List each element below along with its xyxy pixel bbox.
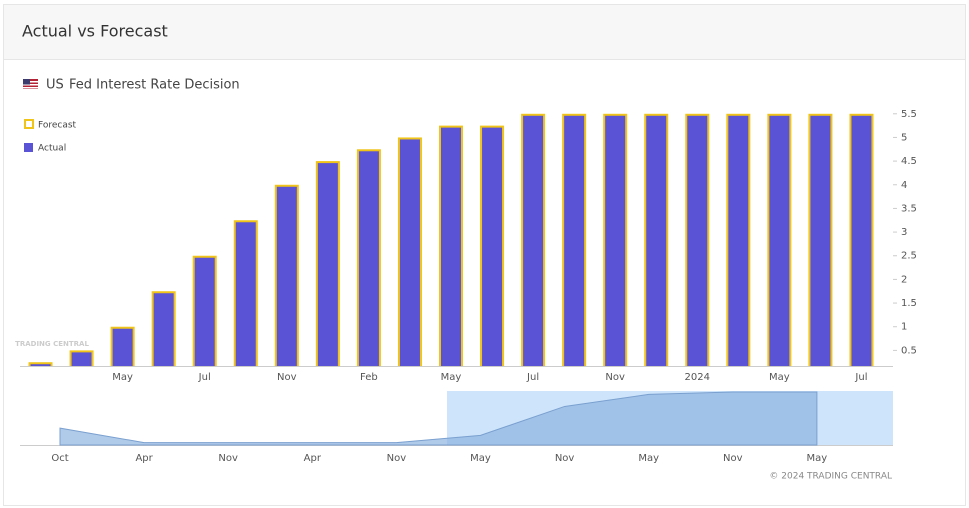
actual-bar <box>851 115 872 366</box>
watermark: TRADING CENTRAL <box>15 340 89 348</box>
header-title: Actual vs Forecast <box>22 22 168 41</box>
x-tick-label: Jul <box>198 372 211 383</box>
actual-bar <box>687 115 708 366</box>
y-tick-label: 4.5 <box>901 156 917 167</box>
x-tick-label: Nov <box>605 372 625 383</box>
actual-bar <box>112 328 133 366</box>
actual-bar <box>153 293 174 366</box>
legend-swatch <box>24 143 33 152</box>
x-tick-label: Feb <box>360 372 378 383</box>
nav-tick-label: May <box>470 453 491 464</box>
actual-bar <box>276 186 297 366</box>
nav-tick-label: Nov <box>723 453 743 464</box>
flag <box>23 79 38 89</box>
nav-tick-label: Nov <box>218 453 238 464</box>
actual-bar <box>769 115 790 366</box>
y-tick-label: 2.5 <box>901 251 917 262</box>
copyright: © 2024 TRADING CENTRAL <box>769 472 892 482</box>
header-bg <box>4 5 965 59</box>
actual-bar <box>71 352 92 366</box>
x-tick-label: Nov <box>277 372 297 383</box>
actual-bar <box>399 139 420 366</box>
y-tick-label: 5 <box>901 132 907 143</box>
nav-tick-label: Oct <box>51 453 68 464</box>
actual-bar <box>564 115 585 366</box>
actual-bar <box>358 151 379 366</box>
legend-label: Forecast <box>38 121 77 131</box>
x-tick-label: May <box>769 372 790 383</box>
y-tick-label: 5.5 <box>901 109 917 120</box>
actual-bar <box>317 163 338 366</box>
chart-title: Fed Interest Rate Decision <box>69 78 240 93</box>
x-tick-label: May <box>441 372 462 383</box>
y-tick-label: 1 <box>901 322 907 333</box>
legend-label: Actual <box>38 144 66 154</box>
nav-tick-label: Apr <box>135 453 153 464</box>
y-tick-label: 4 <box>901 180 907 191</box>
actual-bar <box>810 115 831 366</box>
y-tick-label: 3 <box>901 227 907 238</box>
nav-tick-label: Nov <box>555 453 575 464</box>
actual-bar <box>194 257 215 366</box>
nav-tick-label: Nov <box>387 453 407 464</box>
nav-tick-label: May <box>807 453 828 464</box>
x-tick-label: Jul <box>854 372 867 383</box>
y-tick-label: 1.5 <box>901 298 917 309</box>
legend-swatch <box>24 119 34 129</box>
actual-bar <box>646 115 667 366</box>
country: US <box>46 78 64 93</box>
forecast-bar <box>28 362 53 366</box>
nav-tick-label: May <box>638 453 659 464</box>
y-tick-label: 3.5 <box>901 203 917 214</box>
actual-bar <box>482 127 503 366</box>
actual-bar <box>728 115 749 366</box>
y-tick-label: 0.5 <box>901 345 917 356</box>
actual-bar <box>235 222 256 366</box>
x-tick-label: May <box>112 372 133 383</box>
nav-tick-label: Apr <box>304 453 322 464</box>
nav-area <box>59 391 818 446</box>
actual-bar <box>441 127 461 366</box>
actual-bar <box>523 115 544 366</box>
x-tick-label: Jul <box>526 372 539 383</box>
actual-bar <box>30 364 51 366</box>
actual-bar <box>605 115 626 366</box>
x-tick-label: 2024 <box>685 372 710 383</box>
y-tick-label: 2 <box>901 274 907 285</box>
